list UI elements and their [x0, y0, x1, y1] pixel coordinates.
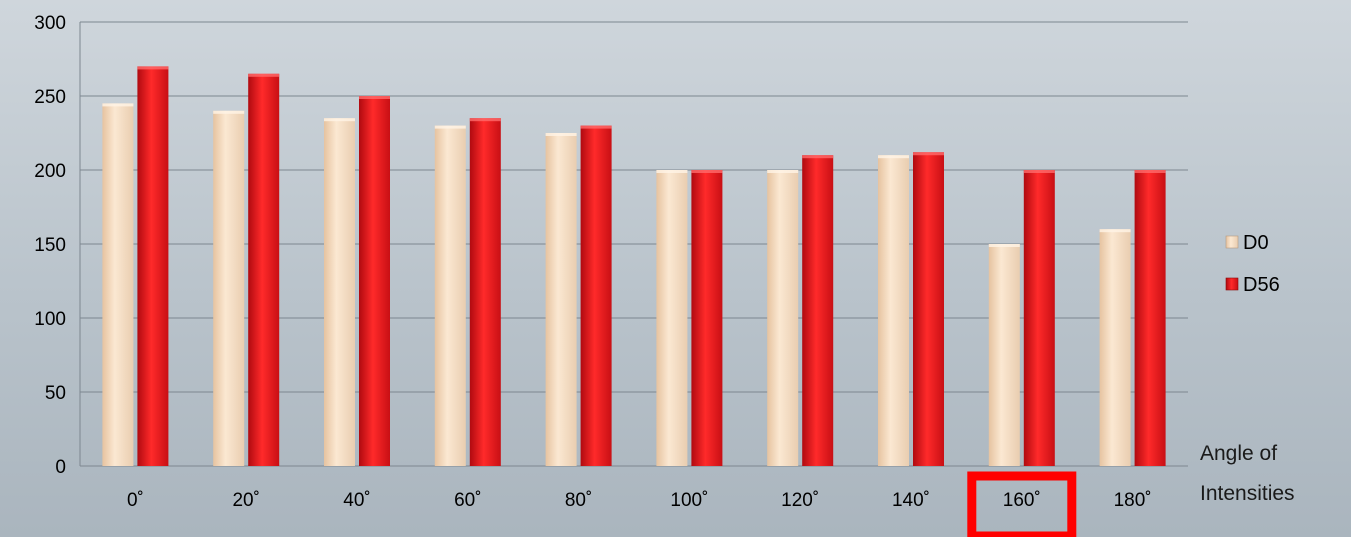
bar-cap [1023, 170, 1055, 173]
bar-cap [1099, 229, 1131, 233]
x-tick-label: 20˚ [232, 490, 259, 511]
bar-d56 [137, 66, 169, 467]
bar-cap [988, 244, 1020, 247]
bar-d56 [469, 118, 501, 466]
bars [102, 66, 1166, 467]
x-tick-label: 0˚ [127, 490, 144, 511]
x-tick-label: 40˚ [343, 490, 370, 511]
bar-d56 [359, 96, 390, 466]
bar-d0 [988, 244, 1020, 466]
bar-cap [580, 125, 612, 129]
highlight-box [967, 471, 1077, 537]
bar-cap [102, 103, 134, 107]
bar-d56 [691, 170, 723, 466]
bar-d56 [248, 73, 280, 467]
x-tick-label: 160˚ [1003, 490, 1041, 511]
bar-cap [213, 110, 245, 114]
bar-cap [802, 155, 834, 159]
x-tick-label: 140˚ [892, 490, 930, 511]
bar-cap [878, 155, 909, 159]
legend: D0 D56 [1225, 232, 1280, 296]
x-tick-label: 100˚ [670, 490, 708, 511]
legend-item-d0: D0 [1225, 232, 1269, 254]
bar-cap [359, 96, 390, 99]
bar-cap [137, 66, 169, 70]
bar-cap [545, 133, 577, 136]
bar-d0 [1099, 229, 1131, 466]
bar-cap [434, 125, 466, 129]
bar-d0 [878, 155, 909, 466]
bar-d0 [213, 110, 245, 467]
x-tick-label: 120˚ [781, 490, 819, 511]
bar-cap [1134, 170, 1166, 173]
bar-d0 [545, 133, 577, 466]
y-tick-label: 150 [34, 235, 66, 256]
gridlines [79, 21, 1188, 467]
y-tick-label: 100 [34, 309, 66, 330]
x-axis: 0˚ 20˚ 40˚ 60˚ 80˚ 100˚ 120˚ 140˚ 160˚ 180˚ [127, 490, 1152, 511]
bar-cap [691, 170, 723, 173]
bar-d56 [1023, 170, 1055, 466]
legend-swatch [1225, 277, 1239, 291]
bar-d0 [102, 103, 134, 467]
x-tick-label: 60˚ [454, 490, 481, 511]
y-axis: 0 50 100 150 200 250 300 [34, 13, 66, 478]
bar-cap [913, 152, 944, 156]
bar-d0 [767, 170, 799, 466]
y-tick-label: 50 [45, 383, 66, 404]
bar-cap [469, 118, 501, 122]
bar-cap [248, 73, 280, 77]
y-tick-label: 200 [34, 161, 66, 182]
x-tick-label: 80˚ [565, 490, 592, 511]
y-tick-label: 250 [34, 87, 66, 108]
bar-d0 [434, 125, 466, 466]
bar-d0 [656, 170, 688, 466]
legend-label: D0 [1243, 232, 1269, 254]
y-tick-label: 0 [55, 457, 66, 478]
bar-d56 [913, 152, 944, 467]
x-tick-label: 180˚ [1114, 490, 1152, 511]
y-tick-label: 300 [34, 13, 66, 34]
legend-swatch [1225, 235, 1239, 249]
x-axis-title-line-1: Angle of [1200, 442, 1277, 465]
bar-d56 [580, 125, 612, 466]
bar-d0 [324, 118, 355, 466]
bar-d56 [802, 155, 834, 466]
x-axis-title-line-2: Intensities [1200, 482, 1295, 505]
legend-item-d56: D56 [1225, 274, 1280, 296]
legend-label: D56 [1243, 274, 1280, 296]
bar-d56 [1134, 170, 1166, 466]
bar-cap [767, 170, 799, 173]
bar-cap [324, 118, 355, 122]
bar-cap [656, 170, 688, 173]
